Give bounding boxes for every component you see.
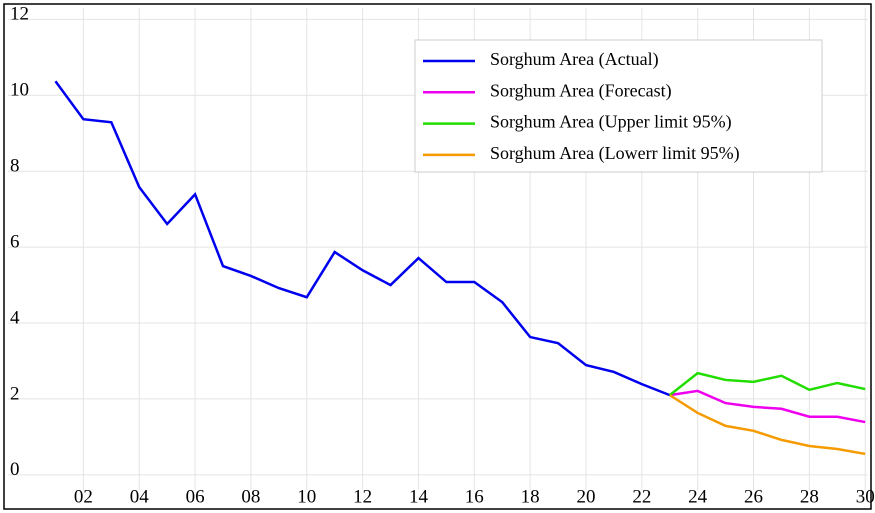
series-line [669, 389, 866, 424]
y-tick-label: 8 [10, 156, 20, 177]
x-tick-label: 22 [632, 486, 651, 507]
x-tick-label: 14 [409, 486, 429, 507]
y-tick-label: 12 [10, 4, 29, 25]
y-tick-label: 2 [10, 383, 20, 404]
legend-box [414, 39, 823, 173]
legend: Sorghum Area (Actual) Sorghum Area (Forec… [414, 39, 823, 173]
x-tick-label: 12 [353, 486, 372, 507]
series-line [668, 371, 866, 397]
x-tick-label: 10 [297, 486, 316, 507]
legend-label: Sorghum Area (Actual) [490, 49, 659, 70]
x-tick-label: 20 [576, 486, 595, 507]
x-tick-label: 04 [130, 486, 150, 507]
lines [54, 80, 866, 456]
y-tick-label: 6 [10, 231, 20, 252]
x-tick-label: 02 [74, 486, 93, 507]
y-tick-label: 4 [10, 307, 20, 328]
legend-label: Sorghum Area (Lowerr limit 95%) [490, 143, 740, 164]
x-tick-label: 26 [744, 486, 763, 507]
x-tick-label: 08 [241, 486, 260, 507]
x-tick-label: 24 [688, 486, 708, 507]
y-tick-label: 10 [10, 80, 29, 101]
chart-frame [3, 3, 872, 510]
legend-label: Sorghum Area (Upper limit 95%) [490, 112, 732, 133]
series-line [54, 80, 671, 397]
y-tick-label: 0 [10, 459, 20, 480]
x-tick-label: 28 [800, 486, 819, 507]
series-line [669, 394, 866, 456]
x-tick-label: 16 [465, 486, 484, 507]
x-tick-label: 06 [186, 486, 205, 507]
x-tick-label: 18 [521, 486, 540, 507]
legend-label: Sorghum Area (Forecast) [490, 80, 672, 101]
x-tick-label: 30 [856, 486, 875, 507]
